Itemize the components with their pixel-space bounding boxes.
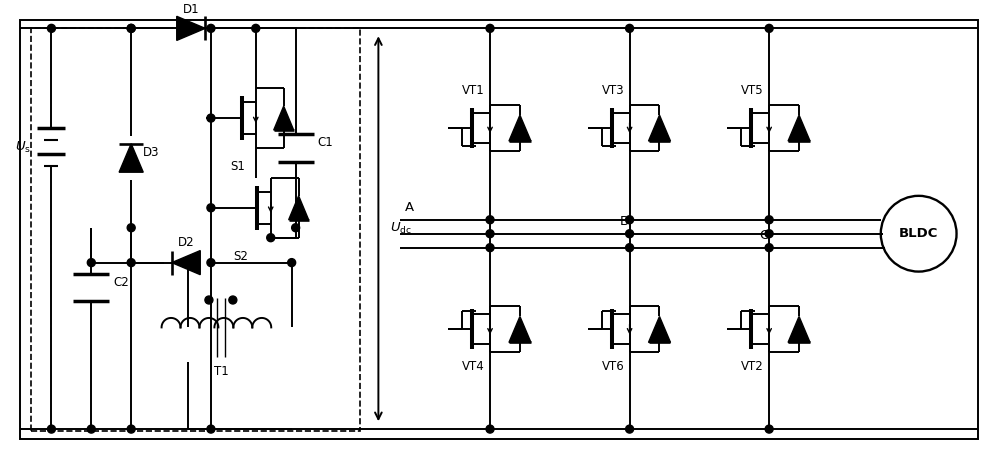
Polygon shape xyxy=(788,316,810,342)
Text: S1: S1 xyxy=(230,160,245,173)
Circle shape xyxy=(207,114,215,122)
Circle shape xyxy=(127,259,135,266)
Circle shape xyxy=(205,296,213,304)
Circle shape xyxy=(127,425,135,433)
Circle shape xyxy=(486,216,494,224)
Circle shape xyxy=(229,296,237,304)
Text: B: B xyxy=(620,215,629,228)
Circle shape xyxy=(292,224,300,232)
Text: D3: D3 xyxy=(143,146,160,159)
Text: A: A xyxy=(405,201,414,214)
Polygon shape xyxy=(649,316,670,342)
Circle shape xyxy=(765,425,773,433)
Circle shape xyxy=(207,259,215,266)
Circle shape xyxy=(288,259,296,266)
Text: VT4: VT4 xyxy=(462,361,485,373)
Polygon shape xyxy=(509,115,531,141)
Circle shape xyxy=(765,24,773,32)
Circle shape xyxy=(486,425,494,433)
Circle shape xyxy=(127,24,135,32)
Circle shape xyxy=(626,230,634,238)
Text: VT5: VT5 xyxy=(741,84,764,97)
Polygon shape xyxy=(788,115,810,141)
Circle shape xyxy=(626,216,634,224)
Circle shape xyxy=(47,425,55,433)
Polygon shape xyxy=(289,196,309,220)
Text: S2: S2 xyxy=(233,250,248,263)
Text: T1: T1 xyxy=(214,365,228,378)
Circle shape xyxy=(486,24,494,32)
Circle shape xyxy=(47,24,55,32)
Circle shape xyxy=(626,244,634,252)
Polygon shape xyxy=(177,16,205,40)
Bar xyxy=(31,28,360,431)
Text: VT6: VT6 xyxy=(602,361,624,373)
Circle shape xyxy=(127,224,135,232)
Circle shape xyxy=(127,24,135,32)
Circle shape xyxy=(207,24,215,32)
Text: $U_\mathrm{s}$: $U_\mathrm{s}$ xyxy=(15,139,31,154)
Text: VT1: VT1 xyxy=(462,84,485,97)
Text: VT2: VT2 xyxy=(741,361,764,373)
Circle shape xyxy=(87,259,95,266)
Polygon shape xyxy=(172,250,200,275)
Circle shape xyxy=(486,230,494,238)
Text: D2: D2 xyxy=(178,236,194,249)
Circle shape xyxy=(184,259,192,266)
Circle shape xyxy=(207,204,215,212)
Circle shape xyxy=(267,234,275,242)
Circle shape xyxy=(252,24,260,32)
Circle shape xyxy=(765,216,773,224)
Circle shape xyxy=(626,425,634,433)
Circle shape xyxy=(87,425,95,433)
Text: BLDC: BLDC xyxy=(899,227,938,240)
Circle shape xyxy=(486,244,494,252)
Text: C: C xyxy=(759,228,768,242)
Text: D1: D1 xyxy=(183,3,199,16)
Circle shape xyxy=(207,425,215,433)
Text: $U_\mathrm{dc}$: $U_\mathrm{dc}$ xyxy=(390,221,412,236)
Polygon shape xyxy=(509,316,531,342)
Text: C1: C1 xyxy=(318,137,333,149)
Text: C2: C2 xyxy=(113,276,129,289)
Polygon shape xyxy=(274,106,294,130)
Text: VT3: VT3 xyxy=(602,84,624,97)
Circle shape xyxy=(765,230,773,238)
Polygon shape xyxy=(649,115,670,141)
Polygon shape xyxy=(119,143,143,172)
Circle shape xyxy=(765,244,773,252)
Circle shape xyxy=(626,24,634,32)
